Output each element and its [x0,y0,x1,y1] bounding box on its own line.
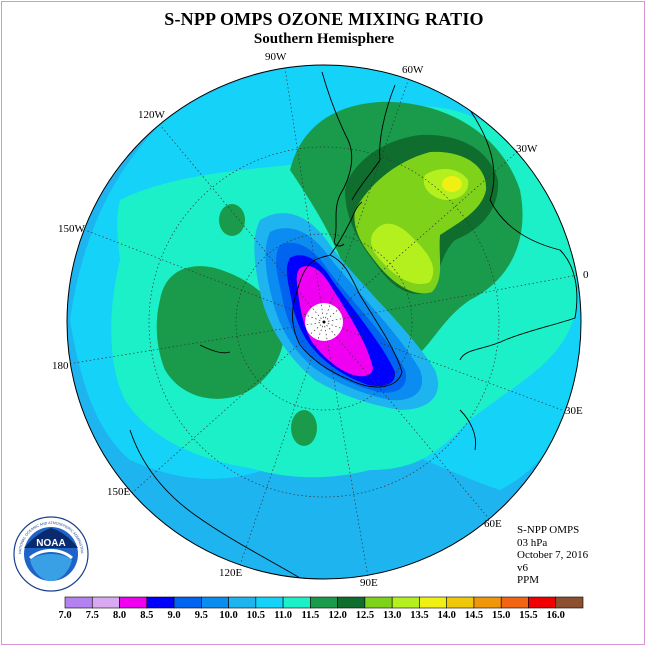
colorbar: 7.0 7.5 8.0 8.5 9.0 9.5 10.0 10.5 11.0 11.5 12.0 12… [58,596,584,621]
coastlines [129,71,578,579]
meridian-120w [159,124,325,323]
band-11-5-west [156,266,285,399]
colorbar-label: 11.0 [274,610,292,621]
colorbar-swatch [282,596,311,609]
colorbar-label: 10.5 [247,610,265,621]
meridian-90e [323,321,369,578]
lon-label-150w: 150W [58,223,86,235]
latitude-circle-60s [235,233,413,411]
colorbar-swatch [201,596,229,609]
antarctic-peninsula [329,201,363,256]
colorbar-label: 13.5 [410,610,428,621]
longitude-labels: 90W 60W 30W 120W 150W 0 180 30E 150E 60E… [52,51,589,589]
islands-east [459,409,477,451]
lon-label-30e: 30E [565,405,583,417]
colorbar-swatch [146,596,175,609]
colorbar-label: 8.0 [113,610,126,621]
band-13-5 [442,176,462,192]
lon-label-120e: 120E [219,567,243,579]
band-11-5-spot [291,410,317,446]
band-13-0 [371,223,434,285]
colorbar-label: 13.0 [383,610,401,621]
south-america-east [351,84,396,201]
colorbar-swatch [64,596,93,609]
lon-label-90w: 90W [265,51,287,63]
colorbar-label: 14.5 [465,610,483,621]
lon-label-60e: 60E [484,518,502,530]
graticule [67,67,579,578]
colorbar-label: 7.5 [86,610,99,621]
colorbar-label: 12.5 [356,610,374,621]
colorbar-label: 12.0 [328,610,346,621]
colorbar-swatch [555,596,584,609]
lon-label-90e: 90E [360,577,378,589]
meridian-150w [84,229,325,323]
band-11-5-small [219,204,245,236]
new-zealand-outline [199,344,231,354]
map-outline [66,64,582,580]
info-units: PPM [517,574,540,587]
noaa-logo-text: NOAA [36,538,65,549]
south-america-outline [321,71,353,247]
colorbar-label: 16.0 [547,610,565,621]
colorbar-label: 15.5 [519,610,537,621]
africa-outline [459,109,578,361]
lon-label-180: 180 [52,360,69,372]
meridian-120e [239,321,325,566]
map-title: S-NPP OMPS OZONE MIXING RATIO [164,9,484,29]
colorbar-label: 14.0 [437,610,455,621]
lon-label-30w: 30W [516,143,538,155]
lon-label-150e: 150E [107,486,131,498]
colorbar-swatch [391,596,420,609]
colorbar-swatch [228,596,257,609]
meridian-30w [323,151,518,323]
meridian-0 [323,274,579,323]
colorbar-swatch [473,596,502,609]
ozone-contour-fill [67,65,581,579]
latitude-circle-30s [148,146,500,498]
colorbar-swatch [173,596,202,609]
meridian-150e [131,321,325,494]
colorbar-swatch [91,596,120,609]
australia-outline [129,429,301,579]
colorbar-swatch [500,596,529,609]
colorbar-label: 15.0 [492,610,510,621]
meridian-180 [67,321,325,365]
colorbar-label: 10.0 [219,610,237,621]
product-info: S-NPP OMPS 03 hPa October 7, 2016 v6 PPM [517,524,588,587]
colorbar-swatch [364,596,393,609]
colorbar-swatch [419,596,447,609]
pole-marker [322,320,326,324]
lon-label-0: 0 [583,269,589,281]
colorbar-swatch [119,596,148,609]
lon-label-120w: 120W [138,109,166,121]
meridian-90w [284,67,325,323]
colorbar-swatch [337,596,366,609]
meridian-60e [323,321,491,521]
info-instrument: S-NPP OMPS [517,524,580,536]
colorbar-swatch [310,596,338,609]
colorbar-label: 8.5 [140,610,153,621]
map-subtitle: Southern Hemisphere [253,31,395,47]
lon-label-60w: 60W [402,64,424,76]
colorbar-swatch [446,596,475,609]
colorbar-label: 11.5 [301,610,319,621]
antarctica-outline [292,254,403,388]
info-level: 03 hPa [517,536,548,549]
colorbar-label: 9.0 [167,610,180,621]
meridian-60w [323,77,410,323]
info-version: v6 [517,561,528,574]
colorbar-swatch [528,596,557,609]
colorbar-swatch [255,596,284,609]
colorbar-label: 9.5 [195,610,208,621]
colorbar-label: 7.0 [58,610,71,621]
info-date: October 7, 2016 [517,549,589,562]
